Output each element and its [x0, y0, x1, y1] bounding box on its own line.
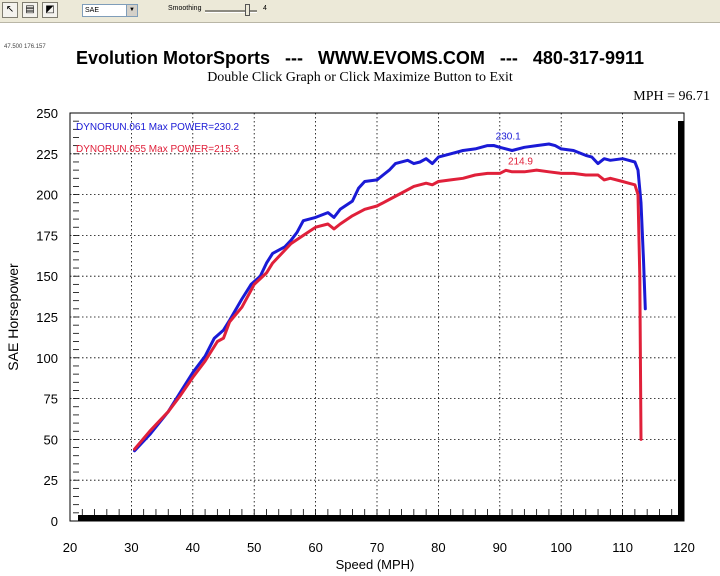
y-tick-label: 175 — [36, 228, 58, 243]
legend-entry-1: DYNORUN.061 Max POWER=230.2 — [76, 122, 240, 133]
dyno-chart[interactable]: 20 30 40 50 60 70 80 90 100 110 120 0 25 50 75 100 125 15… — [0, 40, 720, 576]
smoothing-slider[interactable] — [205, 10, 257, 13]
right-frame-bar — [678, 121, 684, 521]
select-arrow-icon[interactable]: ↖ — [2, 2, 18, 18]
x-tick-label: 80 — [431, 540, 445, 555]
y-tick-label: 75 — [44, 392, 58, 407]
y-tick-label: 150 — [36, 269, 58, 284]
print-icon[interactable]: ▤ — [22, 2, 38, 18]
x-tick-label: 100 — [550, 540, 572, 555]
peak-label-2: 214.9 — [508, 156, 533, 167]
bottom-frame-bar — [78, 515, 684, 521]
x-tick-label: 20 — [63, 540, 77, 555]
x-tick-label: 50 — [247, 540, 261, 555]
chart-icon[interactable]: ◩ — [42, 2, 58, 18]
subtitle: Double Click Graph or Click Maximize But… — [207, 70, 513, 85]
chevron-down-icon[interactable]: ▼ — [126, 5, 137, 16]
toolbar: ↖ ▤ ◩ SAE ▼ Smoothing 4 — [0, 0, 720, 23]
y-tick-label: 250 — [36, 106, 58, 121]
y-tick-label: 100 — [36, 351, 58, 366]
page-title: Evolution MotorSports --- WWW.EVOMS.COM … — [75, 48, 645, 68]
y-tick-label: 125 — [36, 310, 58, 325]
y-tick-label: 50 — [44, 432, 58, 447]
x-tick-label: 70 — [370, 540, 384, 555]
legend-entry-2: DYNORUN.055 Max POWER=215.3 — [76, 144, 240, 155]
peak-label-1: 230.1 — [496, 131, 521, 142]
mph-readout: MPH = 96.71 — [633, 89, 710, 104]
smoothing-value: 4 — [263, 5, 267, 12]
series-line-2 — [133, 168, 643, 451]
smoothing-slider-thumb[interactable] — [244, 4, 250, 16]
mode-select[interactable]: SAE ▼ — [82, 4, 138, 17]
y-axis-label: SAE Horsepower — [5, 263, 21, 371]
x-tick-label: 40 — [186, 540, 200, 555]
x-tick-label: 60 — [308, 540, 322, 555]
y-tick-label: 25 — [44, 473, 58, 488]
series-line-1 — [133, 142, 647, 453]
y-tick-label: 0 — [51, 514, 58, 529]
x-tick-label: 110 — [612, 540, 633, 555]
mode-select-value: SAE — [85, 7, 100, 14]
cursor-coordinates: 47.500 176.157 — [4, 44, 46, 50]
y-tick-label: 200 — [36, 188, 58, 203]
x-tick-label: 90 — [493, 540, 507, 555]
smoothing-label: Smoothing — [168, 5, 202, 12]
y-tick-label: 225 — [36, 147, 58, 162]
x-tick-label: 120 — [673, 540, 695, 555]
x-tick-label: 30 — [124, 540, 138, 555]
x-axis-label: Speed (MPH) — [336, 557, 415, 572]
